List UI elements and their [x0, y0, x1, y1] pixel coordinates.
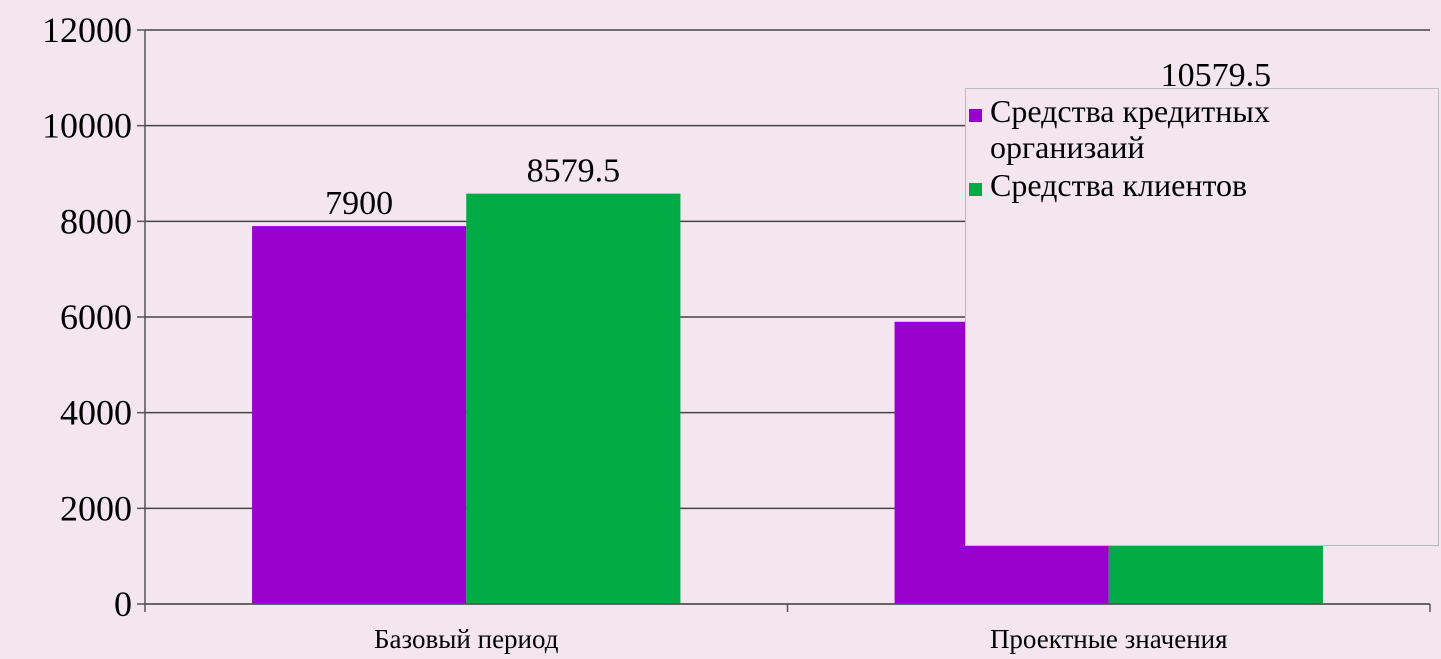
- value-label: 7900: [325, 185, 393, 222]
- legend-label: Средства клиентов: [990, 167, 1248, 203]
- bar: [252, 226, 467, 604]
- legend-label: Средства кредитных организаий: [990, 93, 1270, 165]
- y-tick-label: 6000: [60, 297, 132, 337]
- y-tick-label: 0: [114, 584, 132, 624]
- legend-swatch: [969, 109, 982, 122]
- x-tick-label: Базовый период: [374, 624, 559, 654]
- y-tick-label: 2000: [60, 488, 132, 528]
- x-tick-label: Проектные значения: [990, 624, 1228, 654]
- value-label: 10579.5: [1161, 57, 1272, 94]
- y-tick-label: 10000: [42, 106, 132, 146]
- y-tick-label: 12000: [42, 10, 132, 50]
- legend-swatch: [969, 183, 982, 196]
- y-tick-label: 4000: [60, 393, 132, 433]
- bar: [466, 193, 681, 604]
- legend-entry: Средства клиентов: [966, 167, 1350, 203]
- y-tick-label: 8000: [60, 201, 132, 241]
- legend-entry: Средства кредитных организаий: [966, 93, 1350, 165]
- legend: Средства кредитных организаий Средства кл…: [965, 88, 1439, 546]
- value-label: 8579.5: [527, 153, 621, 190]
